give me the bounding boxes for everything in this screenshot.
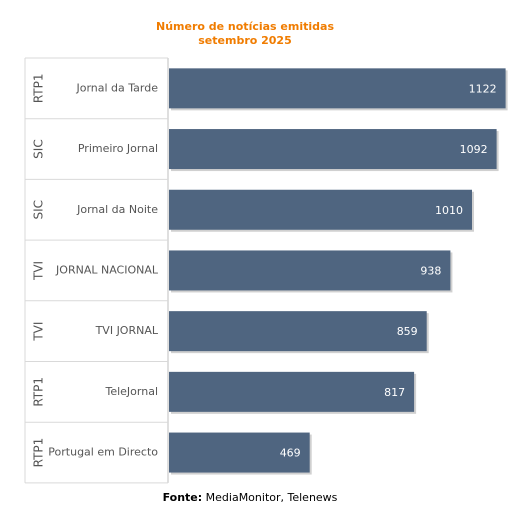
category-label: TeleJornal (104, 385, 158, 398)
category-label: Portugal em Directo (48, 446, 158, 459)
value-label: 859 (397, 325, 418, 338)
value-label: 1122 (469, 82, 497, 95)
category-label: JORNAL NACIONAL (55, 263, 159, 276)
chart-subtitle: setembro 2025 (198, 34, 292, 47)
bar (169, 129, 497, 170)
chart-title: Número de notícias emitidas (155, 20, 334, 33)
category-label: TVI JORNAL (95, 324, 159, 337)
group-label: SIC (32, 200, 46, 220)
bar (169, 432, 310, 473)
group-label: TVI (32, 322, 46, 342)
bar (169, 189, 472, 230)
group-label: RTP1 (32, 74, 46, 104)
group-label: SIC (32, 139, 46, 159)
source-label: Fonte: (162, 491, 203, 504)
category-label: Primeiro Jornal (78, 142, 158, 155)
value-label: 1010 (435, 204, 463, 217)
category-label: Jornal da Tarde (75, 81, 158, 94)
bar (169, 250, 451, 291)
group-label: RTP1 (32, 377, 46, 407)
bar (169, 68, 506, 109)
value-label: 817 (384, 386, 405, 399)
value-label: 1092 (460, 143, 488, 156)
group-label: TVI (32, 261, 46, 281)
source-footer: Fonte: MediaMonitor, Telenews (0, 491, 500, 504)
value-label: 938 (420, 264, 441, 277)
category-label: Jornal da Noite (76, 203, 158, 216)
bar (169, 371, 415, 412)
chart-title-block: Número de notícias emitidas setembro 202… (0, 20, 490, 48)
bar (169, 311, 427, 352)
group-label: RTP1 (32, 438, 46, 468)
value-label: 469 (280, 447, 301, 460)
source-text: MediaMonitor, Telenews (205, 491, 338, 504)
